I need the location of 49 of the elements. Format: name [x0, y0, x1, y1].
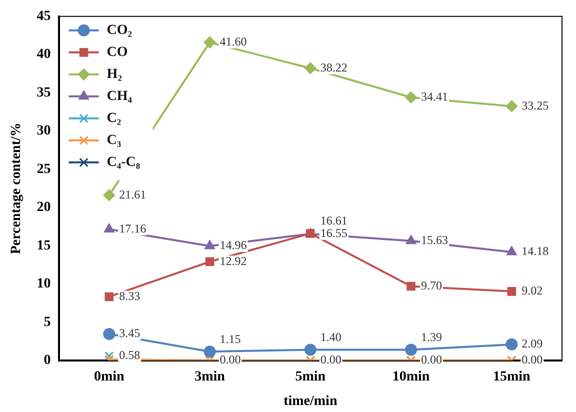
data-label: 0.00	[220, 352, 241, 367]
y-tick-label: 15	[36, 238, 51, 254]
y-axis-title: Percentage content/%	[9, 122, 24, 254]
legend-label: CH₄	[106, 89, 133, 104]
x-tick-label: 10min	[392, 369, 430, 384]
x-tick-label: 5min	[295, 369, 326, 384]
y-tick-label: 40	[36, 47, 51, 62]
x-tick-label: 3min	[194, 369, 226, 384]
y-tick-label: 35	[36, 85, 51, 100]
y-tick-label: 20	[36, 200, 51, 216]
legend-label: H₂	[106, 67, 122, 82]
data-label: 0.00	[320, 352, 342, 367]
data-label: 14.18	[522, 244, 549, 258]
data-label: 14.96	[220, 238, 247, 252]
data-label: 1.15	[220, 332, 241, 346]
y-tick-label: 0	[44, 353, 51, 368]
y-tick-label: 45	[36, 9, 51, 24]
data-label: 1.40	[320, 330, 342, 344]
y-tick-label: 25	[36, 162, 51, 177]
data-label: 16.55	[320, 226, 348, 240]
data-label: 33.25	[522, 98, 549, 112]
y-tick-label: 30	[36, 124, 51, 139]
y-tick-label: 5	[44, 314, 51, 330]
data-label: 38.22	[320, 60, 348, 74]
data-label: 34.41	[421, 90, 448, 104]
x-tick-label: 15min	[493, 369, 531, 384]
legend-label: C₄-C₈	[106, 155, 140, 170]
data-label: 1.39	[421, 330, 442, 344]
data-label: 17.16	[119, 221, 146, 236]
data-label: 16.61	[320, 214, 348, 228]
data-label: 9.02	[522, 284, 543, 298]
data-label: 8.33	[119, 288, 140, 303]
legend-label: CO	[106, 45, 128, 60]
data-label: 21.61	[119, 187, 146, 202]
data-label: 15.63	[421, 233, 448, 248]
data-label: 41.60	[220, 34, 247, 49]
data-label: 3.45	[119, 326, 140, 340]
legend-label: C₂	[106, 111, 122, 126]
x-axis-title: time/min	[284, 394, 338, 410]
x-tick-label: 0min	[94, 369, 124, 384]
data-label: 0.00	[421, 352, 442, 367]
data-label: 9.70	[421, 278, 442, 292]
data-label: 0.58	[119, 348, 140, 362]
data-label: 0.00	[522, 352, 543, 367]
legend-label: CO₂	[106, 23, 132, 38]
data-label: 2.09	[522, 336, 543, 351]
legend-label: C₃	[106, 133, 122, 148]
y-tick-label: 10	[36, 276, 51, 292]
data-label: 12.92	[220, 254, 247, 268]
